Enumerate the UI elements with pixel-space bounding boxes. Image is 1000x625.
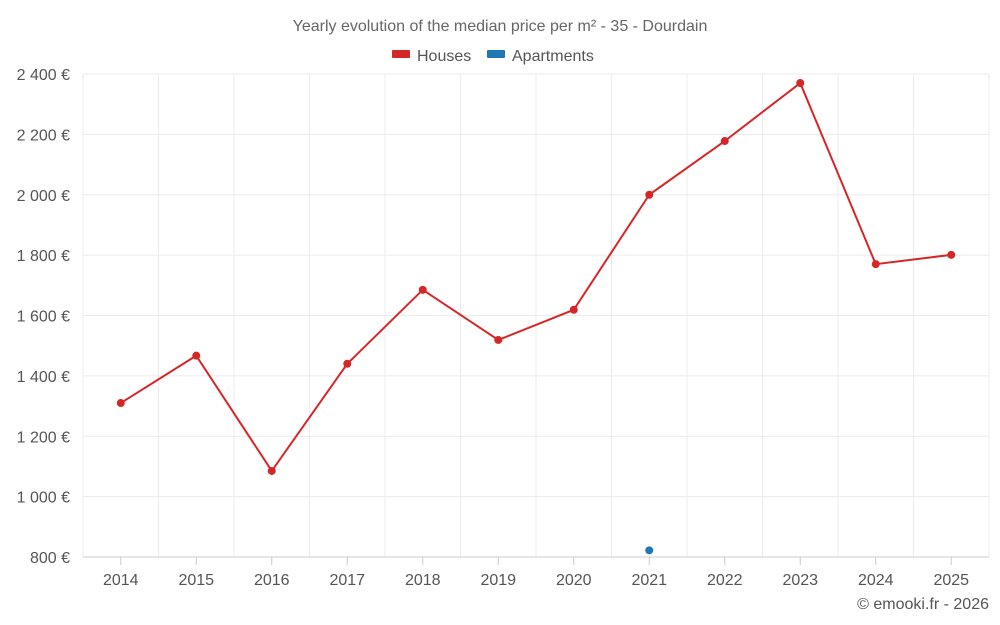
x-tick-label: 2019 — [480, 572, 516, 589]
x-axis: 2014 2015 2016 2017 2018 2019 2020 2021 2022 2023… — [83, 556, 989, 589]
data-point-houses[interactable] — [192, 351, 201, 360]
data-point-houses[interactable] — [645, 190, 654, 199]
y-tick-label: 1 800 € — [17, 248, 70, 265]
legend-swatch-houses — [392, 50, 410, 58]
y-tick-label: 800 € — [30, 550, 70, 567]
data-point-houses[interactable] — [796, 79, 805, 88]
y-tick-label: 2 400 € — [17, 67, 70, 84]
series-houses — [116, 79, 956, 475]
series-apartments — [645, 546, 654, 555]
x-tick-label: 2016 — [254, 572, 290, 589]
x-tick-label: 2020 — [556, 572, 592, 589]
y-tick-label: 1 200 € — [17, 429, 70, 446]
legend: Houses Apartments — [392, 48, 594, 65]
legend-label-apartments: Apartments — [512, 48, 594, 65]
data-point-houses[interactable] — [569, 305, 578, 314]
data-point-houses[interactable] — [494, 335, 503, 344]
x-tick-label: 2022 — [707, 572, 743, 589]
x-tick-label: 2015 — [178, 572, 214, 589]
x-tick-label: 2014 — [103, 572, 139, 589]
y-tick-label: 1 400 € — [17, 369, 70, 386]
series-layer — [116, 79, 956, 555]
x-tick-label: 2021 — [631, 572, 667, 589]
x-tick-label: 2024 — [858, 572, 894, 589]
x-tick-label: 2025 — [933, 572, 969, 589]
data-point-houses[interactable] — [267, 466, 276, 475]
legend-item-houses[interactable]: Houses — [392, 48, 471, 65]
legend-label-houses: Houses — [417, 48, 471, 65]
legend-item-apartments[interactable]: Apartments — [487, 48, 594, 65]
legend-swatch-apartments — [487, 50, 505, 58]
data-point-houses[interactable] — [947, 250, 956, 259]
y-tick-label: 2 000 € — [17, 188, 70, 205]
data-point-houses[interactable] — [418, 285, 427, 294]
y-tick-label: 1 000 € — [17, 490, 70, 507]
y-tick-label: 2 200 € — [17, 127, 70, 144]
series-line-houses — [120, 82, 952, 472]
data-point-apartments[interactable] — [645, 546, 654, 555]
y-axis: 800 € 1 000 € 1 200 € 1 400 € 1 600 € 1 800 €… — [17, 67, 70, 567]
credit-text: © emooki.fr - 2026 — [857, 596, 989, 613]
x-tick-label: 2017 — [329, 572, 365, 589]
y-tick-label: 1 600 € — [17, 309, 70, 326]
data-point-houses[interactable] — [720, 137, 729, 146]
data-point-houses[interactable] — [871, 260, 880, 269]
data-point-houses[interactable] — [116, 399, 125, 408]
grid — [82, 73, 990, 557]
x-tick-label: 2023 — [782, 572, 818, 589]
x-tick-label: 2018 — [405, 572, 441, 589]
data-point-houses[interactable] — [343, 359, 352, 368]
chart-title: Yearly evolution of the median price per… — [293, 18, 708, 35]
